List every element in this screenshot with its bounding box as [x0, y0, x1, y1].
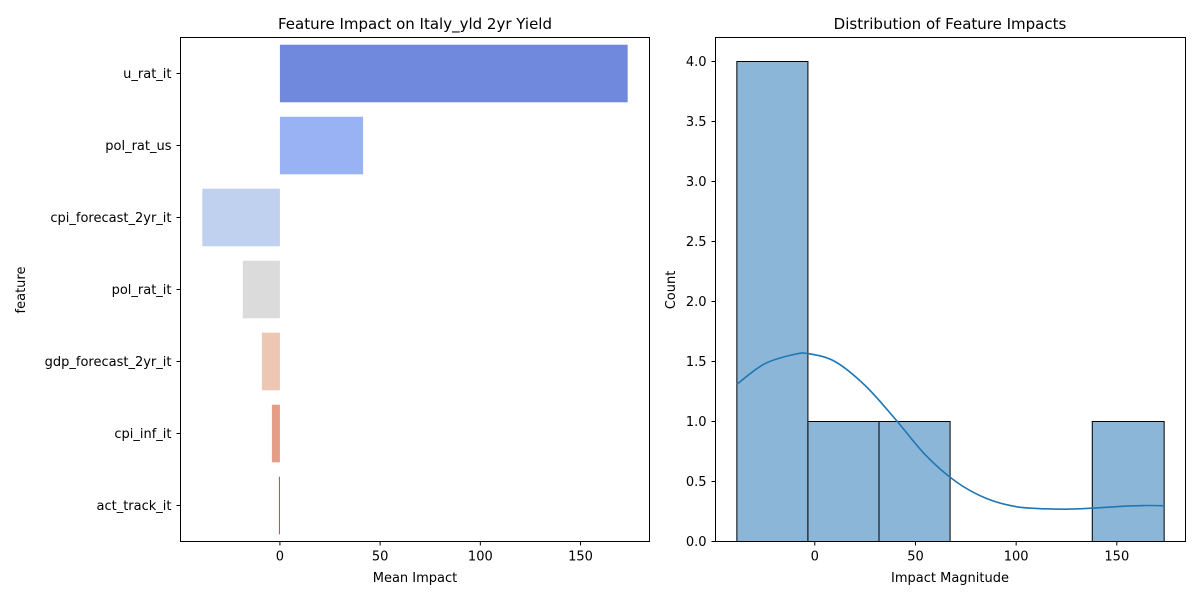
left-chart-title: Feature Impact on Italy_yld 2yr Yield: [278, 15, 552, 34]
bar-cpi-inf-it: [271, 404, 280, 463]
y-tick-label: 0.5: [686, 475, 707, 490]
bar-gdp-forecast-2yr-it: [261, 332, 280, 391]
x-tick-label: 100: [468, 550, 493, 565]
right-y-axis-label: Count: [664, 271, 679, 310]
x-tick-label: 0: [276, 550, 284, 565]
y-tick-label: act_track_it: [96, 499, 171, 514]
kde-curve: [736, 352, 1165, 510]
bar-pol-rat-it: [242, 260, 280, 319]
y-tick-label: 1.5: [686, 355, 707, 370]
bar-cpi-forecast-2yr-it: [202, 188, 280, 247]
y-tick-label: u_rat_it: [123, 67, 171, 82]
right-chart: Distribution of Feature Impacts 0 50 100 15…: [664, 15, 1186, 586]
y-tick-label: cpi_inf_it: [114, 427, 171, 442]
y-tick-label: 0.0: [686, 535, 707, 550]
x-tick-label: 100: [1004, 550, 1029, 565]
right-x-axis-label: Impact Magnitude: [891, 571, 1009, 586]
left-y-ticks: u_rat_it pol_rat_us cpi_forecast_2yr_itpol…: [45, 67, 181, 514]
x-tick-label: 150: [568, 550, 593, 565]
y-tick-label: 2.5: [686, 235, 707, 250]
right-y-ticks: 0.0 0.5 1.0 1.5 2.0 2.5 3.0 3.5 4.0: [686, 55, 716, 550]
histogram-bar: [1091, 421, 1165, 542]
bar-act-track-it: [278, 476, 280, 535]
right-chart-title: Distribution of Feature Impacts: [834, 15, 1067, 33]
bar-u-rat-it: [279, 44, 628, 103]
y-tick-label: gdp_forecast_2yr_it: [45, 355, 172, 370]
left-plot-frame: [180, 37, 650, 542]
histogram-bar: [807, 421, 880, 542]
x-tick-label: 50: [907, 550, 924, 565]
histogram-bar: [878, 421, 951, 542]
left-y-axis-label: feature: [14, 267, 29, 314]
left-bars: [202, 44, 628, 535]
left-x-axis-label: Mean Impact: [373, 571, 458, 586]
y-tick-label: 4.0: [686, 55, 707, 70]
y-tick-label: pol_rat_us: [105, 139, 171, 154]
y-tick-label: 1.0: [686, 415, 707, 430]
y-tick-label: pol_rat_it: [112, 283, 172, 298]
y-tick-label: cpi_forecast_2yr_it: [50, 211, 171, 226]
y-tick-label: 2.0: [686, 295, 707, 310]
histogram-bars: [736, 61, 1165, 542]
x-tick-label: 0: [811, 550, 819, 565]
x-tick-label: 50: [372, 550, 389, 565]
left-chart: Feature Impact on Italy_yld 2yr Yield 0 5…: [14, 15, 650, 586]
histogram-bar: [736, 61, 809, 542]
x-tick-label: 150: [1104, 550, 1129, 565]
y-tick-label: 3.0: [686, 175, 707, 190]
right-plot-frame: [715, 37, 1186, 542]
y-tick-label: 3.5: [686, 115, 707, 130]
bar-pol-rat-us: [279, 116, 364, 175]
left-x-ticks: 0 50 100 150: [276, 541, 593, 565]
right-x-ticks: 0 50 100 150: [811, 541, 1129, 565]
